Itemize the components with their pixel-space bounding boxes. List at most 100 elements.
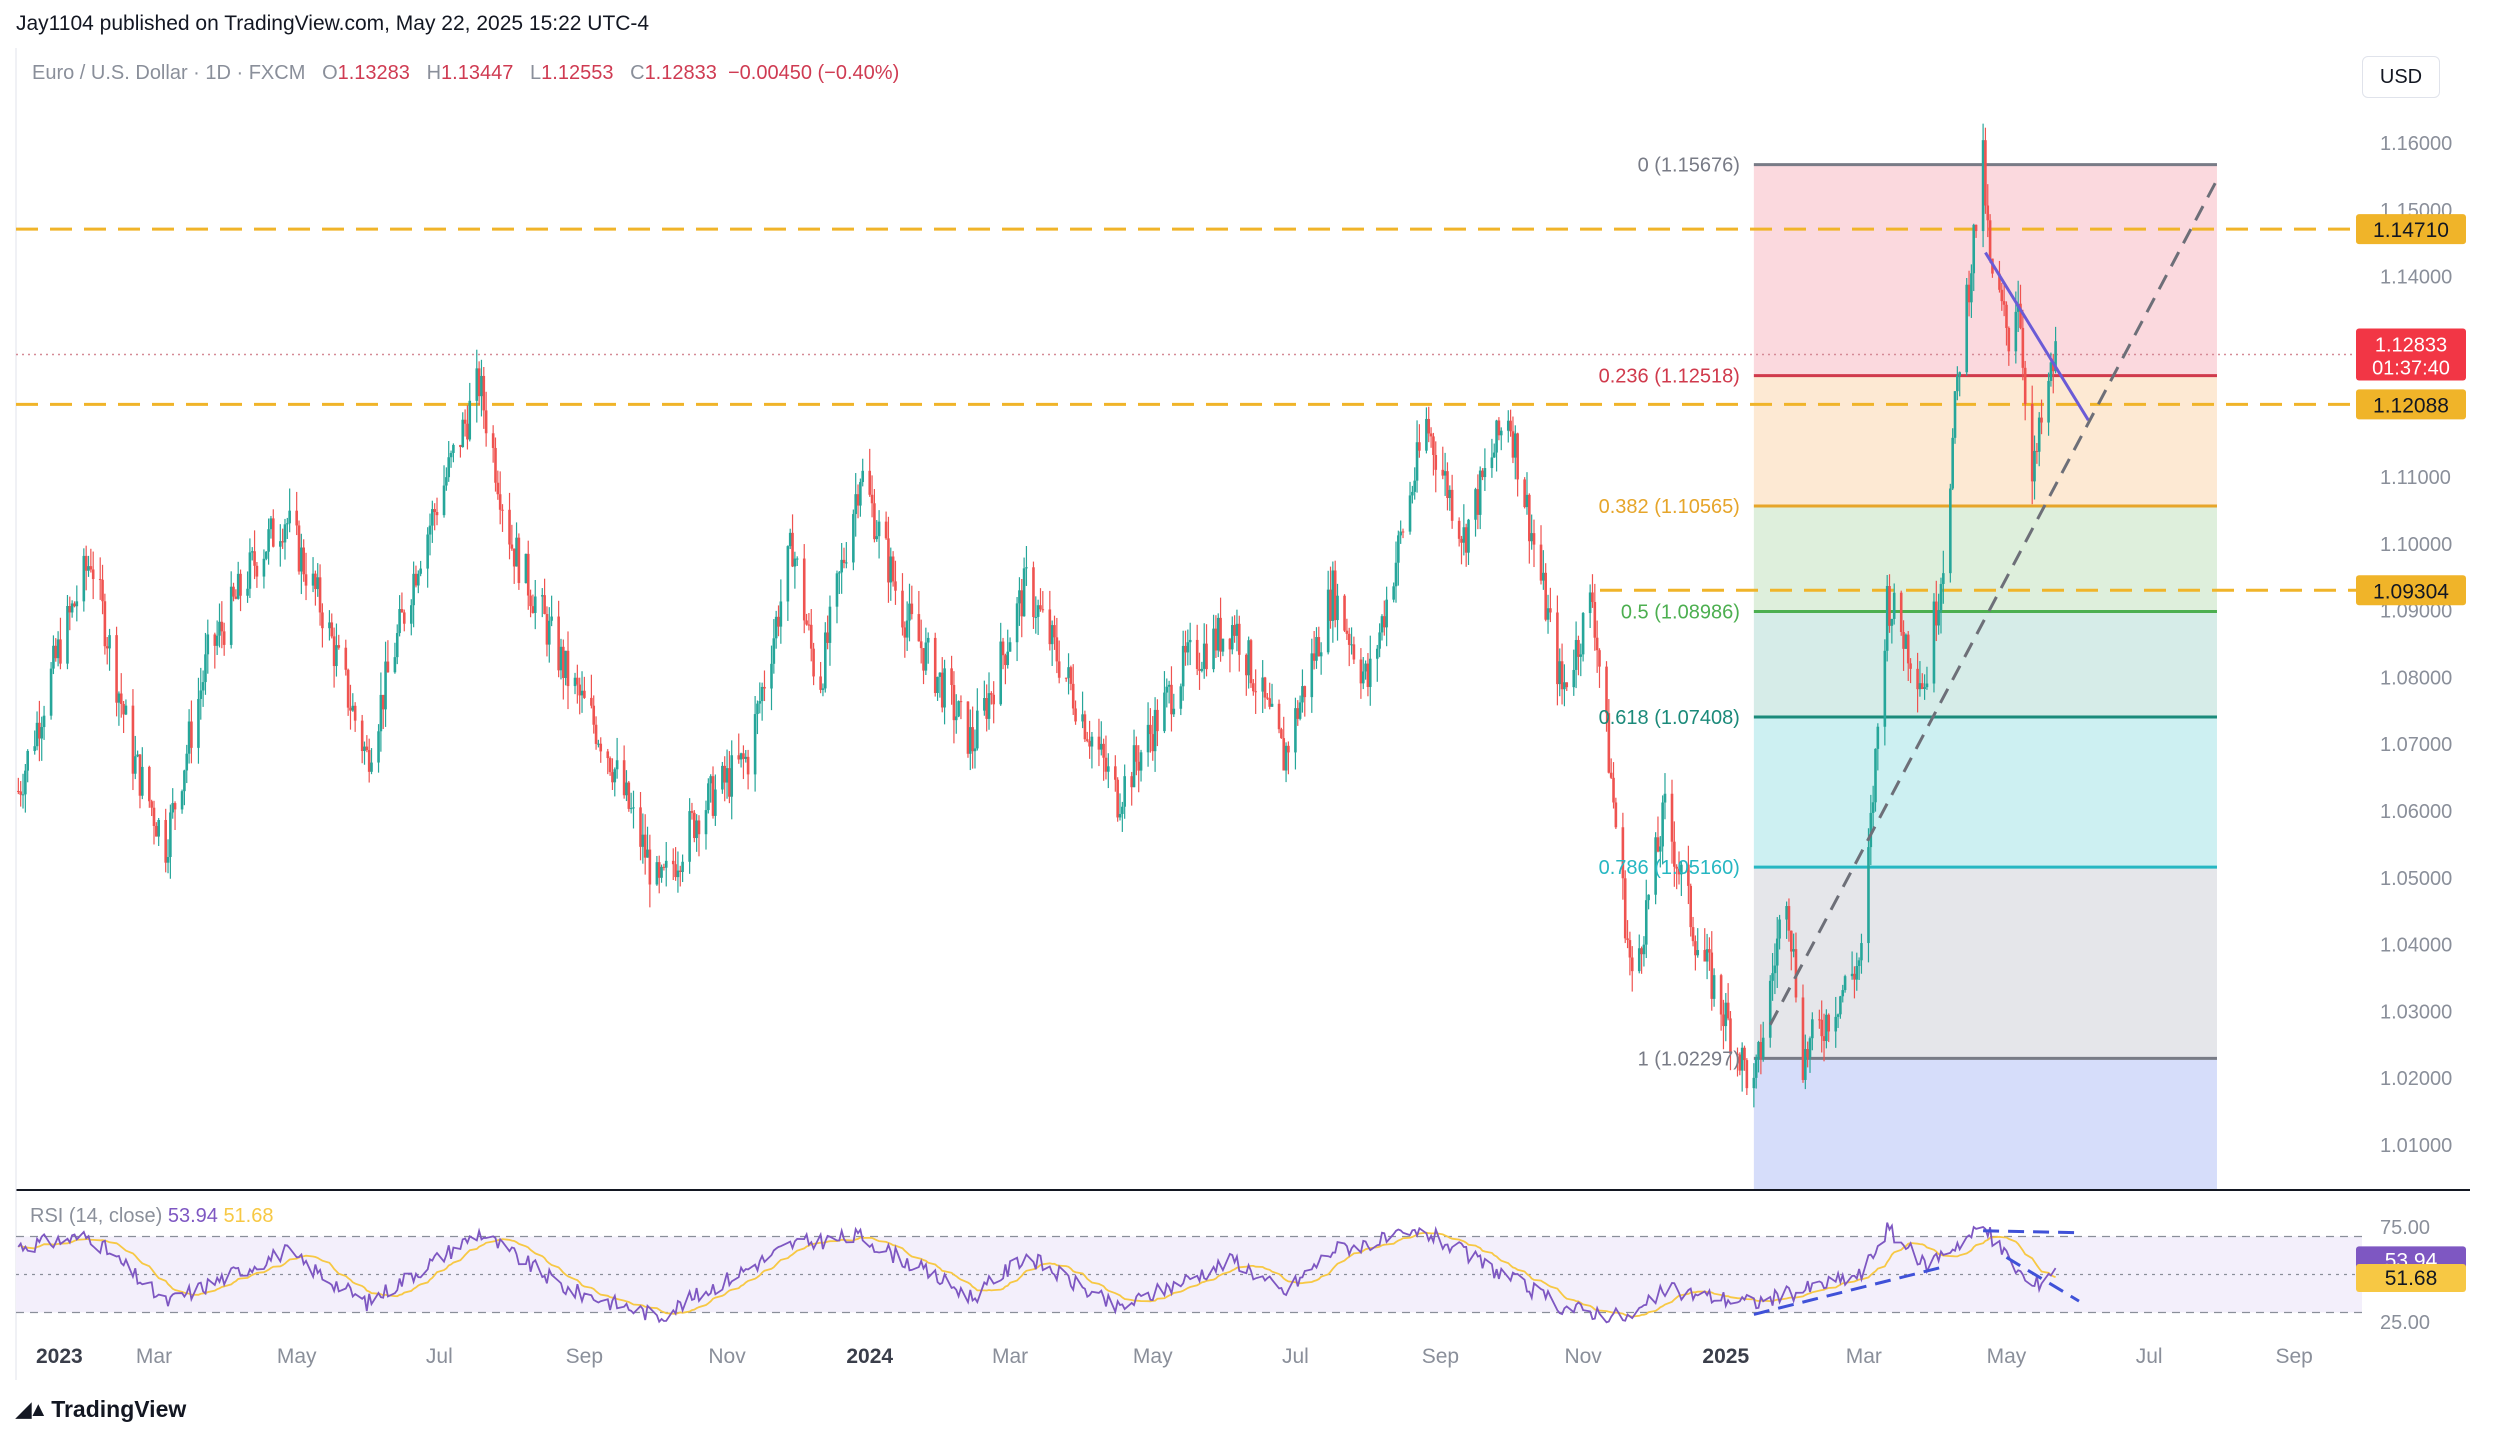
candle-body bbox=[1121, 806, 1124, 814]
candle-body bbox=[1841, 990, 1845, 997]
candle-body bbox=[150, 801, 153, 808]
last-price-badge-box bbox=[2356, 328, 2466, 381]
candle-body bbox=[1932, 601, 1936, 684]
candle-body bbox=[152, 807, 156, 826]
candle-body bbox=[793, 558, 797, 567]
candle-body bbox=[1712, 975, 1716, 999]
candle-body bbox=[1899, 592, 1903, 633]
candle-body bbox=[281, 541, 284, 543]
tradingview-logo[interactable]: ◢▲ TradingView bbox=[16, 1396, 186, 1423]
candle-body bbox=[1670, 793, 1674, 842]
candle-body bbox=[417, 573, 420, 586]
currency-button[interactable]: USD bbox=[2362, 56, 2440, 98]
candle-body bbox=[695, 820, 698, 839]
rsi-tick-label: 75.00 bbox=[2380, 1217, 2430, 1239]
candle-body bbox=[1984, 140, 1987, 206]
candle-body bbox=[89, 566, 93, 570]
candle-body bbox=[1394, 562, 1398, 587]
candle-body bbox=[901, 590, 904, 628]
candle-body bbox=[35, 722, 39, 747]
candle-body bbox=[1434, 455, 1438, 470]
candle-body bbox=[1478, 470, 1482, 515]
candle-body bbox=[664, 860, 668, 868]
candle-body bbox=[917, 614, 921, 642]
candle-body bbox=[1888, 586, 1891, 626]
candle-body bbox=[966, 701, 970, 754]
candle-body bbox=[987, 693, 991, 719]
candle-body bbox=[1787, 906, 1791, 931]
candle-body bbox=[1811, 1019, 1814, 1039]
candle-body bbox=[1380, 616, 1384, 633]
candle-body bbox=[1642, 944, 1646, 955]
candle-body bbox=[1546, 608, 1550, 620]
price-tick-label: 1.10000 bbox=[2380, 534, 2452, 556]
candle-body bbox=[531, 606, 535, 613]
candle-body bbox=[1067, 667, 1070, 678]
candle-body bbox=[412, 573, 415, 606]
candle-body bbox=[1230, 625, 1234, 650]
candle-body bbox=[1663, 793, 1667, 803]
time-tick-label: 2025 bbox=[1702, 1345, 1749, 1368]
candle-body bbox=[1464, 527, 1468, 553]
candle-body bbox=[1761, 1037, 1765, 1058]
candle-body bbox=[1462, 527, 1466, 543]
candle-body bbox=[1614, 802, 1618, 828]
candle-body bbox=[264, 551, 268, 559]
candle-body bbox=[1366, 663, 1370, 687]
candle-body bbox=[1188, 639, 1192, 643]
candle-body bbox=[693, 812, 696, 839]
candle-body bbox=[42, 715, 46, 728]
candle-body bbox=[807, 624, 811, 626]
candle-body bbox=[1708, 949, 1711, 953]
candle-body bbox=[1595, 637, 1599, 651]
candle-body bbox=[1123, 776, 1126, 807]
fib-zone-6 bbox=[1753, 1058, 2217, 1190]
candle-body bbox=[999, 641, 1003, 705]
fib-label: 0.618 (1.07408) bbox=[1599, 707, 1740, 729]
axes: 1.160001.150001.140001.130001.120001.110… bbox=[36, 133, 2466, 1368]
candle-body bbox=[615, 760, 619, 770]
candle-body bbox=[1804, 1049, 1807, 1080]
candle-body bbox=[346, 669, 350, 708]
time-tick-label: 2024 bbox=[846, 1345, 893, 1368]
candle-body bbox=[1448, 489, 1452, 499]
candle-body bbox=[1149, 724, 1152, 735]
candle-body bbox=[286, 523, 289, 525]
candle-body bbox=[1574, 639, 1578, 670]
candle-body bbox=[379, 694, 383, 732]
candle-body bbox=[1467, 519, 1470, 553]
candle-body bbox=[1343, 595, 1346, 631]
candle-body bbox=[1090, 736, 1094, 747]
candle-body bbox=[304, 574, 308, 586]
candle-body bbox=[1986, 205, 1990, 221]
candle-body bbox=[386, 661, 390, 673]
candle-body bbox=[943, 668, 946, 708]
candle-body bbox=[1598, 650, 1601, 667]
candle-body bbox=[1956, 375, 1959, 392]
rsi-tick-label: 25.00 bbox=[2380, 1312, 2430, 1334]
candle-body bbox=[330, 622, 334, 637]
candle-body bbox=[136, 754, 139, 757]
candle-body bbox=[131, 705, 135, 774]
candle-body bbox=[1074, 708, 1077, 722]
candle-body bbox=[1156, 709, 1159, 732]
candle-body bbox=[629, 808, 633, 810]
candle-body bbox=[1004, 655, 1007, 666]
level-badge-text: 1.12088 bbox=[2373, 394, 2449, 417]
candle-body bbox=[1001, 641, 1005, 656]
candle-body bbox=[1860, 943, 1863, 961]
candle-body bbox=[1118, 813, 1122, 818]
candle-body bbox=[295, 510, 298, 526]
candle-body bbox=[1214, 628, 1218, 651]
candle-body bbox=[1867, 847, 1870, 944]
rsi-legend-ma-value: 51.68 bbox=[223, 1205, 273, 1227]
candle-body bbox=[1647, 894, 1650, 901]
candle-body bbox=[840, 559, 843, 573]
candle-body bbox=[905, 620, 909, 638]
candle-body bbox=[2040, 417, 2043, 423]
candle-body bbox=[1673, 841, 1676, 867]
candle-body bbox=[1280, 729, 1283, 739]
candle-body bbox=[1974, 224, 1978, 232]
candle-body bbox=[1857, 960, 1861, 967]
